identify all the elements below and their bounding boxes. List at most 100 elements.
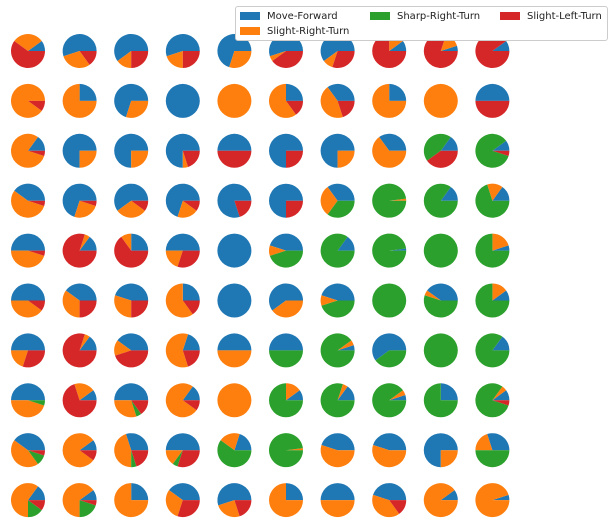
legend-item-move-forward: Move-Forward [240, 9, 338, 23]
pie-r10-c5 [217, 483, 252, 518]
pie-slice-move-forward [269, 333, 303, 351]
pie-r1-c3 [114, 33, 149, 68]
pie-slice-move-forward [79, 236, 97, 251]
pie-r9-c4 [165, 433, 200, 468]
pie-r3-c4 [165, 133, 200, 168]
pie-r7-c8 [372, 333, 407, 368]
legend-label-sharp-right-turn: Sharp-Right-Turn [397, 10, 481, 22]
pie-slice-slight-right [62, 433, 94, 468]
pie-r8-c6 [269, 383, 303, 418]
pie-slice-move-forward [217, 483, 252, 506]
pie-slice-slight-right [492, 283, 507, 301]
pie-r1-c4 [165, 34, 200, 68]
pie-slice-sharp-right [320, 383, 355, 418]
pie-slice-slight-right [389, 198, 407, 201]
pie-slice-slight-right [269, 51, 286, 61]
pie-slice-slight-left [272, 51, 303, 68]
pie-slice-slight-left [286, 100, 303, 115]
pie-slice-slight-left [28, 100, 45, 111]
pie-r6-c10 [475, 283, 510, 318]
pie-r3-c10 [475, 133, 510, 168]
pie-slice-slight-left [115, 350, 149, 368]
pie-r4-c8 [372, 183, 407, 218]
pie-r8-c3 [114, 383, 149, 418]
pie-slice-move-forward [114, 383, 149, 401]
pie-slice-slight-right [268, 245, 286, 256]
pie-slice-slight-left [28, 150, 45, 157]
pie-slice-slight-right [10, 133, 45, 168]
pie-slice-slight-right [320, 186, 338, 215]
pie-slice-move-forward [427, 283, 458, 301]
pie-slice-move-forward [440, 490, 458, 501]
pie-slice-move-forward [475, 83, 510, 101]
pie-slice-move-forward [327, 183, 355, 201]
pie-slice-slight-right [121, 233, 132, 251]
pie-slice-move-forward [492, 186, 510, 201]
pie-r4-c10 [475, 183, 510, 218]
pie-slice-sharp-right [28, 500, 42, 518]
pie-slice-sharp-right [375, 350, 407, 368]
pie-slice-sharp-right [372, 233, 407, 268]
pie-slice-slight-left [28, 200, 45, 206]
pie-r5-c7 [320, 233, 355, 268]
pie-r9-c1 [11, 433, 45, 468]
legend-label-move-forward: Move-Forward [267, 10, 338, 22]
pie-r10-c8 [372, 483, 407, 518]
pie-slice-sharp-right [320, 233, 355, 268]
pie-slice-slight-left [79, 500, 97, 506]
pie-r6-c1 [11, 283, 45, 318]
pie-r5-c10 [475, 233, 510, 268]
pie-r9-c2 [62, 433, 97, 468]
pie-slice-slight-left [427, 150, 458, 168]
pie-slice-sharp-right [423, 133, 451, 161]
pie-slice-move-forward [321, 283, 355, 301]
pie-slice-slight-right [337, 340, 354, 351]
pie-slice-slight-right [372, 83, 407, 118]
pie-slice-slight-left [62, 384, 97, 418]
pie-slice-slight-right [320, 295, 338, 306]
pie-slice-slight-left [332, 51, 355, 69]
pie-slice-slight-right [218, 500, 240, 518]
pie-r6-c7 [320, 283, 355, 318]
pie-slice-sharp-right [269, 250, 304, 268]
legend-label-slight-right-turn: Slight-Right-Turn [267, 25, 350, 37]
pie-slice-slight-left [131, 200, 149, 211]
pie-slice-move-forward [28, 41, 45, 51]
pie-r9-c8 [372, 433, 407, 468]
pie-r8-c7 [320, 383, 355, 418]
pie-slice-move-forward [217, 283, 252, 318]
pie-r4-c1 [10, 183, 45, 218]
pie-r6-c4 [165, 283, 200, 318]
pie-slice-move-forward [11, 333, 45, 351]
pie-slice-sharp-right [372, 183, 407, 218]
pie-slice-slight-right [10, 483, 38, 518]
pie-slice-slight-right [117, 51, 132, 68]
pie-r5-c1 [11, 233, 45, 268]
pie-slice-slight-right [372, 137, 407, 168]
pie-slice-slight-right [11, 250, 45, 268]
pie-slice-slight-right [74, 383, 94, 401]
pie-r2-c3 [114, 83, 149, 118]
pie-r10-c9 [423, 483, 458, 518]
pie-r4-c3 [114, 183, 149, 218]
pie-slice-slight-right [268, 83, 296, 118]
pie-r8-c9 [423, 383, 458, 418]
legend-swatch-slight-left-turn [500, 12, 520, 20]
pie-slice-move-forward [131, 233, 149, 251]
pie-slice-slight-left [131, 51, 149, 68]
pie-r9-c10 [475, 433, 510, 468]
pie-slice-move-forward [169, 483, 200, 501]
pie-r10-c1 [10, 483, 45, 518]
pie-slice-slight-right [323, 51, 338, 68]
pie-slice-sharp-right [172, 450, 183, 467]
pie-slice-slight-right [272, 300, 303, 318]
legend: Move-Forward Sharp-Right-Turn Slight-Lef… [235, 6, 608, 41]
pie-slice-slight-left [182, 51, 200, 68]
pie-slice-move-forward [492, 41, 510, 51]
pie-r4-c5 [217, 183, 252, 218]
pie-slice-move-forward [389, 395, 407, 401]
pie-r10-c3 [114, 483, 149, 518]
pie-slice-move-forward [114, 183, 149, 211]
pie-slice-slight-left [62, 333, 97, 368]
legend-item-slight-right-turn: Slight-Right-Turn [240, 24, 349, 38]
